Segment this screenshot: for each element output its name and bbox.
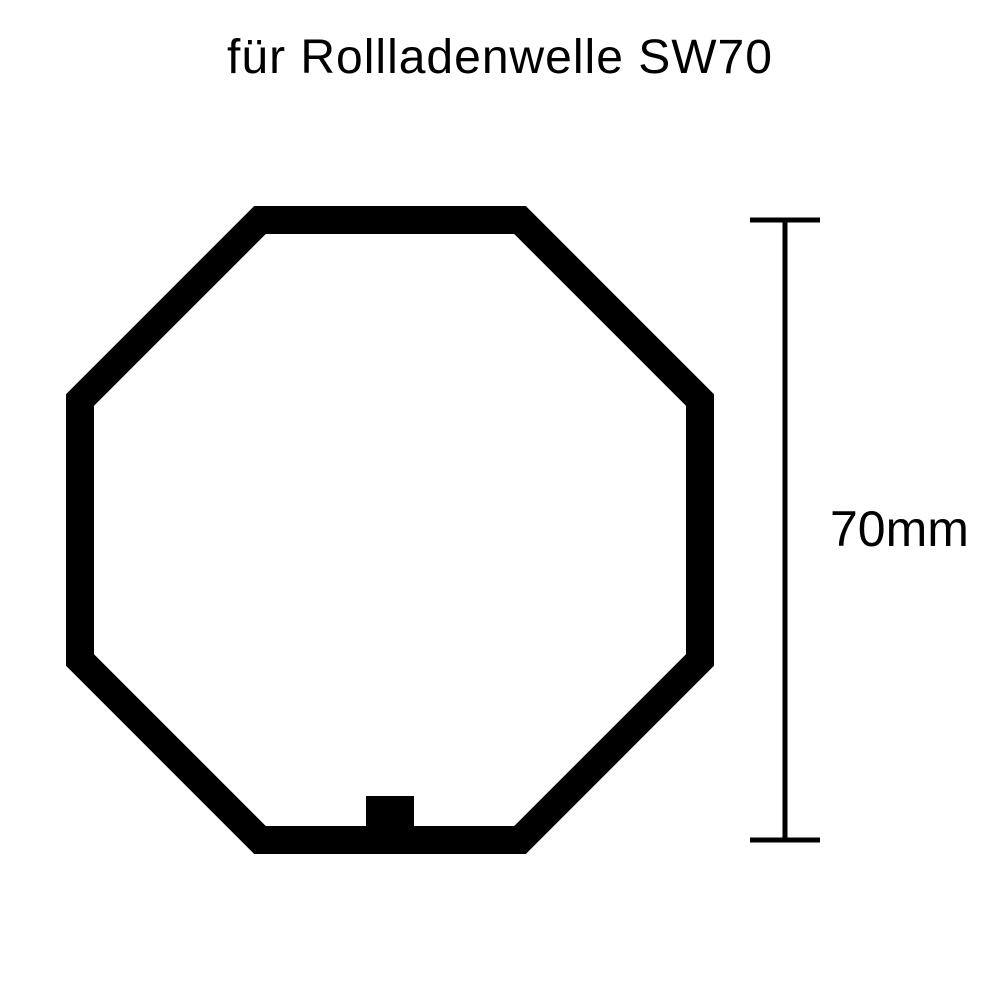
diagram-title: für Rollladenwelle SW70 [0,30,1000,85]
diagram-container: 70mm [60,200,940,840]
octagon-shape [60,200,720,860]
dimension-label: 70mm [830,500,969,558]
dimension-indicator [740,200,830,860]
